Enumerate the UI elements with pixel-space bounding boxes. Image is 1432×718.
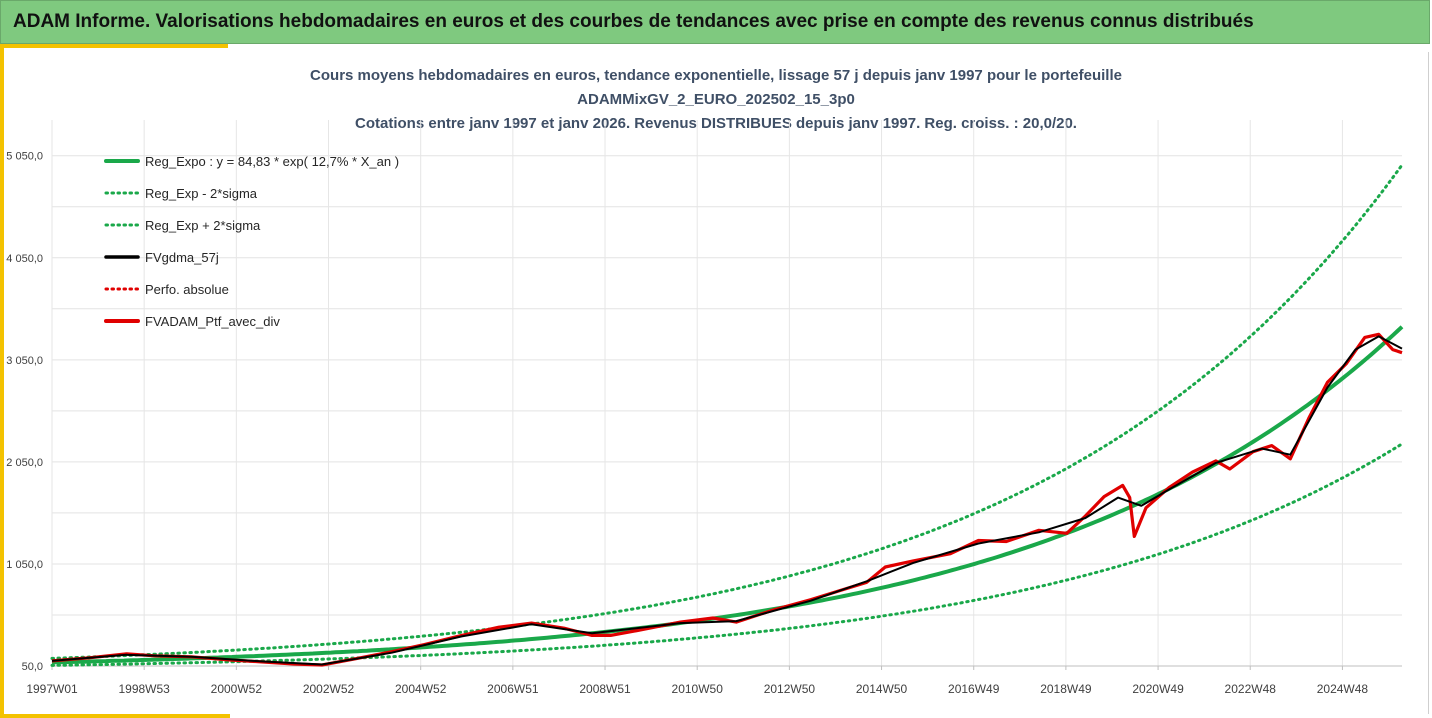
legend-label: FVADAM_Ptf_avec_div xyxy=(145,314,280,329)
chart-title-line-2: ADAMMixGV_2_EURO_202502_15_3p0 xyxy=(577,91,855,108)
chart-gridlines xyxy=(51,120,1402,667)
x-tick-label: 2000W52 xyxy=(211,682,263,696)
legend-label: Perfo. absolue xyxy=(145,282,229,297)
x-tick-label: 2022W48 xyxy=(1225,682,1277,696)
x-tick-label: 2012W50 xyxy=(764,682,816,696)
x-axis: 1997W01 1998W53 2000W52 2002W52 2004W52 2006W… xyxy=(26,665,1402,696)
y-tick-label: 4 050,0 xyxy=(6,253,43,265)
chart-title-line-3: Cotations entre janv 1997 et janv 2026. … xyxy=(355,115,1077,132)
y-tick-label: 5 050,0 xyxy=(6,151,43,163)
y-tick-label: 1 050,0 xyxy=(6,559,43,571)
chart-series xyxy=(50,163,1404,667)
series-line-smoothed xyxy=(51,335,1403,666)
chart-title-line-1: Cours moyens hebdomadaires en euros, ten… xyxy=(310,67,1122,84)
legend-label: Reg_Expo : y = 84,83 * exp( 12,7% * X_an… xyxy=(145,154,399,169)
x-tick-label: 2006W51 xyxy=(487,682,539,696)
chart-legend: Reg_Expo : y = 84,83 * exp( 12,7% * X_an… xyxy=(104,154,399,329)
x-tick-label: 2014W50 xyxy=(856,682,908,696)
series-line-reg-upper xyxy=(50,163,1404,660)
x-tick-label: 2024W48 xyxy=(1317,682,1369,696)
x-tick-label: 1998W53 xyxy=(118,682,170,696)
x-tick-label: 1997W01 xyxy=(26,682,78,696)
accent-left-bar xyxy=(0,44,4,718)
series-line-reg-expo xyxy=(51,325,1404,665)
x-tick-label: 2008W51 xyxy=(579,682,631,696)
series-line-reg-lower xyxy=(50,442,1404,667)
y-tick-label: 2 050,0 xyxy=(6,457,43,469)
accent-top-bar xyxy=(0,44,228,48)
x-tick-label: 2010W50 xyxy=(672,682,724,696)
y-tick-label: 3 050,0 xyxy=(6,355,43,367)
x-tick-label: 2002W52 xyxy=(303,682,355,696)
chart-title-block: Cours moyens hebdomadaires en euros, ten… xyxy=(0,64,1432,136)
x-tick-label: 2018W49 xyxy=(1040,682,1092,696)
y-tick-label: 50,0 xyxy=(22,661,43,673)
legend-label: Reg_Exp + 2*sigma xyxy=(145,218,261,233)
x-tick-label: 2020W49 xyxy=(1132,682,1184,696)
legend-label: Reg_Exp - 2*sigma xyxy=(145,186,258,201)
chart-frame xyxy=(4,52,1429,714)
x-tick-label: 2016W49 xyxy=(948,682,1000,696)
report-title: ADAM Informe. Valorisations hebdomadaire… xyxy=(13,11,1254,32)
x-tick-label: 2004W52 xyxy=(395,682,447,696)
legend-label: FVgdma_57j xyxy=(145,250,219,265)
y-axis: 50,0 1 050,0 2 050,0 3 050,0 4 050,0 5 050,0 xyxy=(6,151,43,673)
header-banner: ADAM Informe. Valorisations hebdomadaire… xyxy=(0,0,1430,44)
accent-bottom-bar xyxy=(0,714,230,718)
